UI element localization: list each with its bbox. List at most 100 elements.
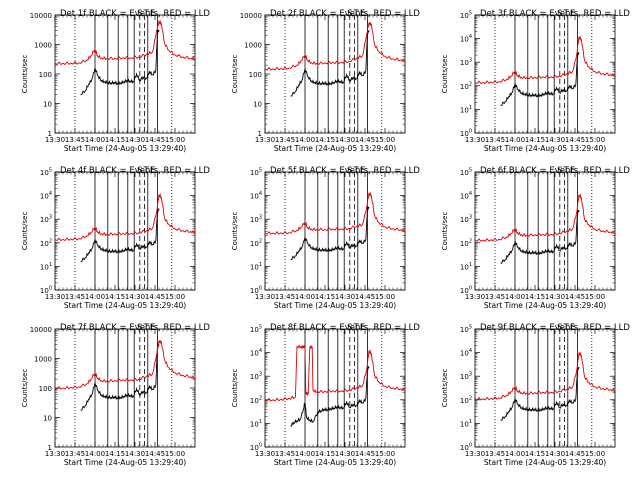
panel-title: Det 9f BLACK = Events, RED = LLD bbox=[480, 323, 630, 333]
phase-label: E bbox=[360, 166, 365, 176]
plot-frame bbox=[54, 171, 196, 291]
x-tick-label: 13:30 bbox=[255, 136, 275, 144]
y-axis-label: Counts/sec bbox=[441, 55, 449, 94]
lld-series-line bbox=[55, 192, 195, 242]
y-axis-label: Counts/sec bbox=[441, 369, 449, 408]
x-tick-label: 14:15 bbox=[315, 136, 335, 144]
x-tick-label: 14:45 bbox=[355, 293, 375, 301]
phase-label: S bbox=[347, 323, 352, 333]
x-tick-label: 14:30 bbox=[125, 450, 145, 458]
x-tick-label: 13:45 bbox=[275, 450, 295, 458]
y-tick-label: 104 bbox=[460, 191, 472, 201]
x-axis-label: Start Time (24-Aug-05 13:29:40) bbox=[274, 458, 396, 467]
y-tick-label: 102 bbox=[460, 81, 472, 91]
plot-frame bbox=[54, 328, 196, 448]
x-tick-label: 14:45 bbox=[565, 450, 585, 458]
y-tick-label: 10000 bbox=[240, 12, 262, 20]
x-tick-label: 14:15 bbox=[525, 293, 545, 301]
phase-label: T bbox=[353, 9, 360, 19]
plot-frame bbox=[264, 328, 406, 448]
x-tick-label: 14:30 bbox=[335, 450, 355, 458]
x-tick-label: 14:45 bbox=[145, 136, 165, 144]
phase-label: T bbox=[563, 9, 570, 19]
events-series-line bbox=[290, 206, 370, 261]
panel-7: 1 10 100 1000 10000 13:30 13:45 14:00 14:15 14:30… bbox=[21, 323, 210, 467]
lld-series-line bbox=[475, 351, 615, 401]
x-tick-label: 14:15 bbox=[105, 293, 125, 301]
events-series-line bbox=[290, 366, 370, 427]
x-tick-label: 15:00 bbox=[165, 450, 185, 458]
y-tick-label: 101 bbox=[250, 419, 262, 429]
plot-frame bbox=[474, 171, 616, 291]
events-series-line bbox=[80, 208, 160, 263]
lld-series-line bbox=[55, 340, 195, 390]
x-tick-label: 13:30 bbox=[45, 136, 65, 144]
events-series-line bbox=[290, 30, 370, 97]
x-tick-label: 14:15 bbox=[105, 136, 125, 144]
x-tick-label: 14:00 bbox=[85, 136, 105, 144]
y-tick-label: 103 bbox=[460, 58, 472, 68]
x-tick-label: 13:45 bbox=[275, 293, 295, 301]
phase-label: S bbox=[557, 166, 562, 176]
y-tick-label: 101 bbox=[460, 419, 472, 429]
panel-1: 1 10 100 1000 10000 13:30 13:45 14:00 14:15 14:30… bbox=[21, 9, 210, 153]
phase-label: E bbox=[570, 323, 575, 333]
plot-frame bbox=[264, 171, 406, 291]
y-tick-label: 100 bbox=[39, 385, 52, 393]
x-tick-label: 13:30 bbox=[45, 293, 65, 301]
phase-label: S bbox=[347, 166, 352, 176]
y-tick-label: 1 bbox=[48, 130, 52, 138]
phase-label: S bbox=[347, 9, 352, 19]
phase-label: S bbox=[557, 323, 562, 333]
phase-label: E bbox=[150, 323, 155, 333]
events-series-line bbox=[80, 29, 160, 96]
x-tick-label: 13:45 bbox=[485, 136, 505, 144]
x-tick-label: 14:00 bbox=[505, 293, 525, 301]
y-axis-label: Counts/sec bbox=[21, 369, 29, 408]
x-tick-label: 14:45 bbox=[565, 293, 585, 301]
x-axis-label: Start Time (24-Aug-05 13:29:40) bbox=[64, 458, 186, 467]
y-tick-label: 1 bbox=[48, 444, 52, 452]
y-tick-label: 1000 bbox=[34, 356, 52, 364]
y-tick-label: 100 bbox=[39, 71, 52, 79]
y-tick-label: 105 bbox=[250, 168, 262, 178]
phase-label: S bbox=[557, 9, 562, 19]
y-tick-label: 10 bbox=[43, 101, 52, 109]
x-tick-label: 13:30 bbox=[465, 450, 485, 458]
y-tick-label: 105 bbox=[460, 325, 472, 335]
y-tick-label: 100 bbox=[460, 129, 472, 139]
x-axis-label: Start Time (24-Aug-05 13:29:40) bbox=[484, 301, 606, 310]
x-tick-label: 15:00 bbox=[585, 136, 605, 144]
lld-series-line bbox=[265, 191, 405, 235]
y-tick-label: 101 bbox=[460, 105, 472, 115]
x-tick-label: 14:15 bbox=[525, 450, 545, 458]
plot-frame bbox=[264, 14, 406, 134]
phase-label: T bbox=[563, 323, 570, 333]
phase-label: T bbox=[143, 9, 150, 19]
x-tick-label: 15:00 bbox=[165, 136, 185, 144]
x-axis-label: Start Time (24-Aug-05 13:29:40) bbox=[274, 144, 396, 153]
panel-title: Det 1f BLACK = Events, RED = LLD bbox=[60, 9, 210, 19]
y-tick-label: 102 bbox=[460, 238, 472, 248]
y-axis-label: Counts/sec bbox=[21, 212, 29, 251]
y-tick-label: 10 bbox=[253, 101, 262, 109]
y-axis-label: Counts/sec bbox=[231, 369, 239, 408]
x-tick-label: 14:00 bbox=[295, 293, 315, 301]
lld-series-line bbox=[55, 19, 195, 66]
x-tick-label: 14:00 bbox=[85, 293, 105, 301]
x-tick-label: 14:15 bbox=[315, 293, 335, 301]
x-tick-label: 13:45 bbox=[485, 293, 505, 301]
x-tick-label: 13:30 bbox=[255, 450, 275, 458]
y-tick-label: 103 bbox=[460, 372, 472, 382]
y-tick-label: 100 bbox=[40, 286, 52, 296]
y-tick-label: 104 bbox=[40, 191, 52, 201]
y-tick-label: 102 bbox=[250, 238, 262, 248]
x-axis-label: Start Time (24-Aug-05 13:29:40) bbox=[64, 144, 186, 153]
y-tick-label: 101 bbox=[250, 262, 262, 272]
y-axis-label: Counts/sec bbox=[21, 55, 29, 94]
